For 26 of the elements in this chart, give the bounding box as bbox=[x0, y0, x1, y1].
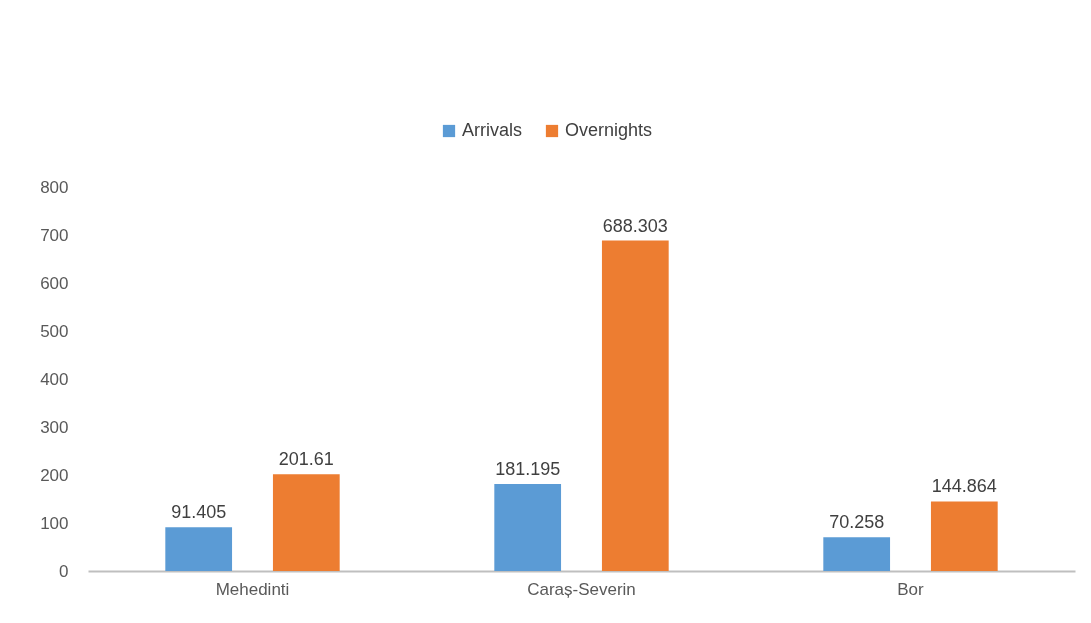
data-label: 201.61 bbox=[278, 449, 334, 470]
y-tick-label: 500 bbox=[40, 321, 69, 341]
bar bbox=[272, 474, 340, 571]
y-tick-label: 700 bbox=[40, 225, 69, 245]
y-tick-label: 0 bbox=[59, 561, 69, 581]
x-tick-label: Bor bbox=[897, 579, 925, 599]
y-tick-label: 800 bbox=[40, 177, 69, 197]
bar bbox=[823, 537, 891, 571]
x-tick-label: Caraș-Severin bbox=[527, 579, 636, 599]
bar bbox=[494, 484, 562, 571]
data-label: 70.258 bbox=[829, 512, 885, 533]
x-tick-label: Mehedinti bbox=[215, 579, 290, 599]
y-tick-label: 400 bbox=[40, 369, 69, 389]
data-label: 144.864 bbox=[931, 476, 997, 497]
bar bbox=[930, 501, 998, 571]
y-tick-label: 300 bbox=[40, 417, 69, 437]
bar bbox=[601, 240, 669, 571]
data-label: 688.303 bbox=[602, 215, 668, 236]
y-tick-label: 600 bbox=[40, 273, 69, 293]
bar bbox=[165, 527, 233, 571]
legend-label: Overnights bbox=[565, 120, 653, 140]
data-label: 181.195 bbox=[495, 459, 561, 480]
data-label: 91.405 bbox=[171, 502, 227, 523]
legend-label: Arrivals bbox=[462, 120, 523, 140]
y-tick-label: 200 bbox=[40, 465, 69, 485]
y-tick-label: 100 bbox=[40, 513, 69, 533]
